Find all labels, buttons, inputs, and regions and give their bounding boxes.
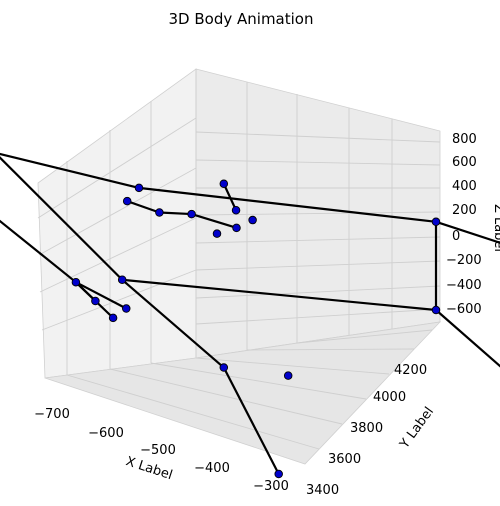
joint-wrist_l — [71, 277, 81, 287]
z-tick-label: 800 — [452, 132, 477, 147]
grid-line — [195, 260, 441, 271]
z-tick-label: −400 — [446, 278, 482, 293]
x-tick-label: −500 — [140, 443, 176, 458]
bone-shoulder_r-elbow_r — [435, 220, 500, 244]
z-tick-label: 600 — [452, 155, 477, 170]
z-tick-label: 0 — [452, 229, 460, 244]
z-axis-label: Z Label — [491, 204, 500, 252]
joint-hand_l3 — [121, 304, 131, 313]
z-tick-labels: 800 600 400 200 0 −200 −400 −600 — [446, 132, 482, 317]
joint-knee_l — [219, 363, 229, 372]
y-tick-labels: 3400 3600 3800 4000 4200 — [306, 363, 427, 498]
bone-hip_l-knee_l — [121, 278, 225, 369]
x-tick-labels: −700 −600 −500 −400 −300 — [34, 407, 289, 494]
z-tick-label: 200 — [452, 203, 477, 218]
bone-hip_r-knee_r — [435, 309, 500, 368]
joint-face_3 — [122, 196, 132, 206]
joint-foot_l — [274, 469, 283, 479]
bone-face_2-face_1 — [159, 211, 192, 216]
x-axis-label: X Label — [124, 454, 174, 483]
joint-shoulder_r — [431, 217, 441, 227]
grid-line — [296, 329, 433, 344]
joint-head_r1 — [231, 205, 241, 215]
joint-face_5 — [212, 229, 222, 238]
joint-neck — [134, 183, 144, 193]
z-tick-label: 400 — [452, 179, 477, 194]
joint-hand_l1 — [91, 296, 100, 306]
y-tick-label: 4000 — [373, 390, 406, 405]
joint-face_2 — [155, 208, 164, 217]
joint-head_r2 — [248, 215, 257, 225]
bone-wrist_l-hand_l3 — [75, 281, 127, 310]
joint-hip_r — [431, 305, 441, 315]
joint-ankle_l — [283, 371, 293, 380]
grid-line — [246, 348, 415, 351]
grid-line — [195, 308, 441, 325]
joint-hip_l — [117, 275, 127, 285]
x-tick-label: −300 — [253, 479, 289, 494]
grid-line — [37, 117, 197, 219]
y-axis-label: Y Label — [397, 404, 437, 452]
bone-neck-shoulder_l — [0, 152, 140, 189]
grid-line — [195, 285, 441, 299]
y-tick-label: 3400 — [306, 483, 339, 498]
joint-hand_l2 — [108, 313, 118, 323]
y-tick-label: 3600 — [328, 452, 361, 467]
grid-line — [39, 217, 197, 293]
x-tick-label: −700 — [34, 407, 70, 422]
grid-line — [66, 374, 320, 450]
bone-elbow_l-wrist_l — [0, 219, 77, 284]
x-tick-label: −600 — [88, 426, 124, 441]
grid-lines — [37, 69, 441, 450]
bone-face_1-face_4 — [191, 213, 237, 229]
bone-neck-shoulder_r — [138, 186, 437, 223]
grid-line — [195, 211, 441, 216]
bone-shoulder_l-hip_l — [0, 156, 123, 281]
bone-face_3-face_2 — [126, 200, 160, 214]
joint-face_1 — [187, 209, 196, 219]
joint-head_top — [219, 179, 229, 189]
grid-line — [195, 357, 390, 375]
z-tick-label: −200 — [446, 253, 482, 268]
chart-title: 3D Body Animation — [169, 10, 314, 28]
grid-line — [109, 368, 343, 425]
grid-line — [195, 236, 441, 244]
floor-pane — [44, 321, 442, 465]
grid-line — [41, 269, 197, 331]
y-tick-label: 3800 — [350, 421, 383, 436]
grid-line — [150, 362, 367, 400]
y-tick-label: 4200 — [394, 363, 427, 378]
bone-hip_l-hip_r — [122, 278, 437, 312]
joint-face_4 — [232, 223, 241, 233]
grid-line — [195, 159, 441, 166]
grid-line — [38, 167, 197, 256]
grid-line — [195, 131, 441, 143]
z-tick-label: −600 — [446, 302, 482, 317]
skeleton — [0, 152, 500, 479]
back-pane — [37, 68, 197, 379]
bone-head_top-head_r1 — [222, 183, 238, 211]
x-tick-label: −400 — [194, 461, 230, 476]
bone-knee_l-foot_l — [222, 367, 280, 475]
